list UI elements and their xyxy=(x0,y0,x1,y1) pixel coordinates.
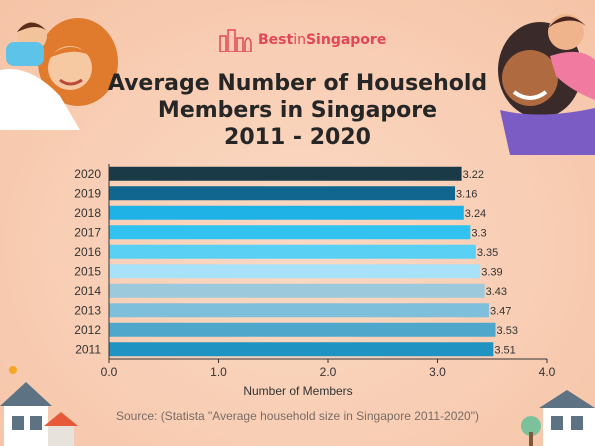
y-tick-label-2013: 2013 xyxy=(74,303,101,317)
value-label-2017: 3.3 xyxy=(471,227,486,239)
chart-title: Average Number of Household Members in S… xyxy=(0,70,595,151)
value-label-2011: 3.51 xyxy=(494,344,515,356)
x-tick-label-2: 2.0 xyxy=(320,365,337,379)
family-illustration-left xyxy=(0,18,118,130)
house-illustration-left xyxy=(0,366,78,446)
x-axis-label: Number of Members xyxy=(243,384,352,398)
value-label-2013: 3.47 xyxy=(490,305,511,317)
value-label-2020: 3.22 xyxy=(463,169,484,181)
y-tick-label-2018: 2018 xyxy=(74,206,101,220)
y-tick-label-2015: 2015 xyxy=(74,264,101,278)
value-label-2012: 3.53 xyxy=(497,325,518,337)
y-tick-label-2014: 2014 xyxy=(74,284,101,298)
bar-2020 xyxy=(109,166,462,181)
value-label-2015: 3.39 xyxy=(481,266,502,278)
family-illustration-right xyxy=(498,14,595,155)
bar-2015 xyxy=(109,264,481,279)
value-label-2016: 3.35 xyxy=(477,247,498,259)
y-tick-label-2012: 2012 xyxy=(74,323,101,337)
brand-name-prefix: Best xyxy=(258,32,294,48)
city-skyline-icon xyxy=(219,29,252,52)
y-tick-label-2020: 2020 xyxy=(74,167,101,181)
bar-2017 xyxy=(109,225,471,240)
y-tick-label-2017: 2017 xyxy=(74,225,101,239)
bar-2012 xyxy=(109,322,496,337)
chart-title-line-3: 2011 - 2020 xyxy=(224,125,371,150)
bar-2014 xyxy=(109,283,485,298)
source-note: Source: (Statista "Average household siz… xyxy=(116,409,479,423)
x-tick-label-0: 0.0 xyxy=(101,365,118,379)
bar-2018 xyxy=(109,205,464,220)
x-tick-label-1: 1.0 xyxy=(210,365,227,379)
brand-logo: BestinSingapore xyxy=(218,28,386,52)
chart-title-line-1: Average Number of Household xyxy=(107,71,488,96)
house-illustration-right xyxy=(521,390,595,446)
bar-2011 xyxy=(109,342,494,357)
brand-name-suffix: Singapore xyxy=(305,32,387,48)
bar-2019 xyxy=(109,186,456,201)
brand-name: BestinSingapore xyxy=(258,32,386,48)
value-label-2014: 3.43 xyxy=(486,286,507,298)
bar-2013 xyxy=(109,303,489,318)
x-tick-label-3: 3.0 xyxy=(429,365,446,379)
value-label-2018: 3.24 xyxy=(465,208,486,220)
bar-2016 xyxy=(109,244,476,259)
x-tick-label-4: 4.0 xyxy=(539,365,556,379)
chart-title-line-2: Members in Singapore xyxy=(157,98,438,123)
value-label-2019: 3.16 xyxy=(456,188,477,200)
y-tick-label-2019: 2019 xyxy=(74,186,101,200)
y-tick-label-2016: 2016 xyxy=(74,245,101,259)
brand-name-mid: in xyxy=(293,32,306,48)
y-tick-label-2011: 2011 xyxy=(75,342,101,356)
